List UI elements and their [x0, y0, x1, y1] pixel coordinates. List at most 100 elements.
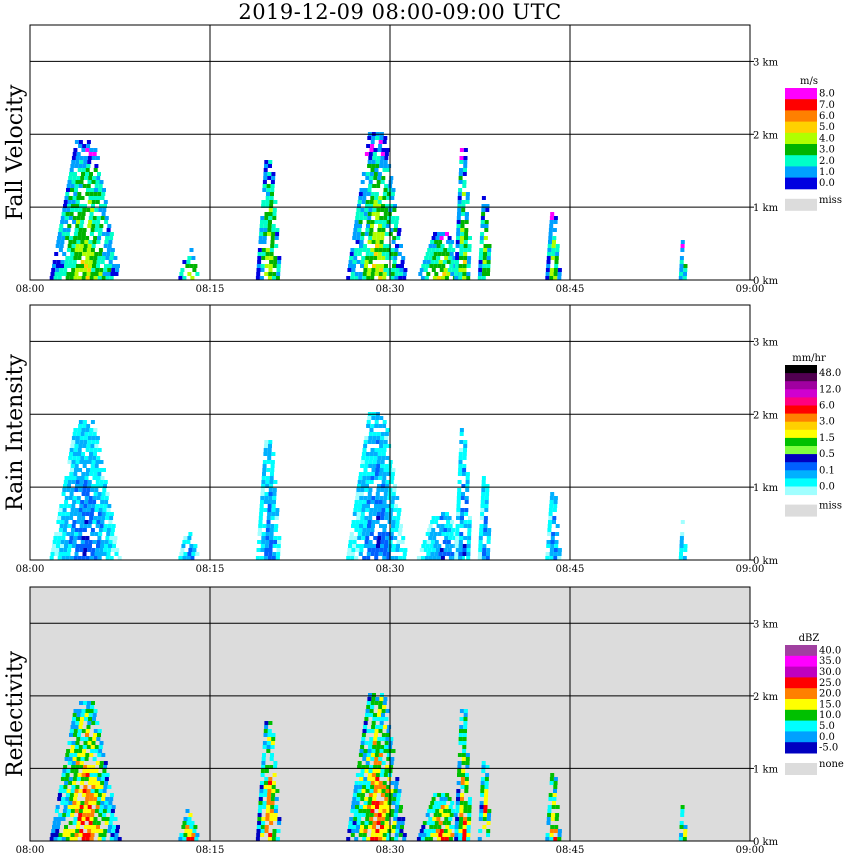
echo-cell: [94, 208, 99, 212]
echo-cell: [79, 180, 84, 184]
echo-cell: [195, 833, 200, 837]
echo-cell: [364, 488, 369, 492]
echo-cell: [367, 805, 371, 809]
echo-cell: [431, 528, 436, 532]
echo-cell: [94, 745, 99, 749]
echo-cell: [375, 416, 380, 420]
echo-cell: [429, 825, 434, 829]
echo-cell: [90, 228, 95, 232]
echo-cell: [446, 821, 451, 825]
echo-cell: [81, 492, 86, 496]
echo-cell: [368, 745, 373, 749]
echo-cell: [74, 528, 79, 532]
echo-cell: [72, 152, 77, 156]
echo-cell: [379, 468, 384, 472]
echo-cell: [256, 264, 261, 268]
echo-cell: [380, 232, 385, 236]
echo-cell: [375, 725, 380, 729]
echo-cell: [71, 460, 76, 464]
echo-cell: [268, 272, 273, 276]
echo-cell: [388, 232, 393, 236]
echo-cell: [364, 797, 369, 801]
echo-cell: [368, 232, 373, 236]
echo-cell: [460, 220, 465, 224]
echo-cell: [351, 268, 356, 272]
echo-cell: [80, 476, 85, 480]
echo-cell: [83, 156, 88, 160]
colorbar-missing-swatch: [785, 198, 817, 211]
echo-cell: [78, 420, 83, 424]
echo-cell: [379, 805, 383, 809]
echo-cell: [82, 164, 87, 168]
echo-cell: [375, 160, 380, 164]
echo-cell: [385, 789, 390, 793]
echo-cell: [266, 516, 271, 520]
echo-cell: [461, 761, 466, 765]
echo-cell: [89, 448, 94, 452]
echo-cell: [66, 552, 71, 556]
colorbar-swatch: [785, 373, 817, 382]
echo-cell: [358, 500, 363, 504]
echo-cell: [85, 797, 90, 801]
colorbar-label: 5.0: [819, 122, 835, 133]
echo-cell: [92, 196, 97, 200]
echo-cell: [557, 272, 562, 276]
echo-cell: [392, 488, 397, 492]
echo-cell: [479, 516, 484, 520]
colorbar-swatch: [785, 132, 817, 145]
echo-cell: [381, 817, 386, 821]
echo-cell: [375, 492, 380, 496]
echo-cell: [377, 709, 382, 713]
echo-cell: [92, 220, 97, 224]
echo-cell: [385, 484, 389, 488]
echo-cell: [78, 745, 83, 749]
echo-cell: [60, 220, 65, 224]
echo-cell: [102, 208, 107, 212]
echo-cell: [79, 460, 84, 464]
echo-cell: [51, 548, 56, 552]
echo-cell: [96, 520, 101, 524]
echo-cell: [117, 837, 122, 841]
echo-cell: [190, 276, 195, 280]
echo-cell: [380, 464, 385, 468]
echo-cell: [397, 789, 402, 793]
echo-cell: [545, 556, 550, 560]
echo-cell: [88, 432, 93, 436]
echo-cell: [384, 184, 389, 188]
echo-cell: [462, 544, 467, 548]
echo-cell: [373, 200, 378, 204]
echo-cell: [460, 508, 465, 512]
echo-cell: [457, 212, 461, 216]
echo-cell: [448, 536, 453, 540]
echo-cell: [107, 524, 112, 528]
echo-cell: [360, 825, 364, 829]
echo-cell: [679, 536, 684, 540]
echo-cell: [65, 516, 70, 520]
echo-cell: [74, 789, 79, 793]
echo-cell: [272, 488, 277, 492]
echo-cell: [273, 809, 278, 813]
echo-cell: [72, 717, 76, 721]
echo-cell: [366, 556, 371, 560]
echo-cell: [81, 212, 86, 216]
echo-cell: [457, 492, 461, 496]
echo-cell: [186, 556, 191, 560]
echo-cell: [461, 757, 466, 761]
echo-cell: [68, 801, 73, 805]
echo-cell: [89, 276, 94, 280]
echo-cell: [428, 817, 433, 821]
echo-cell: [91, 829, 96, 833]
echo-cell: [371, 440, 376, 444]
echo-cell: [62, 789, 67, 793]
echo-cell: [77, 536, 82, 540]
echo-cell: [430, 520, 435, 524]
echo-cell: [102, 809, 107, 813]
colorbar-label: 15.0: [819, 699, 841, 710]
echo-cell: [90, 508, 95, 512]
echo-cell: [389, 256, 394, 260]
echo-cell: [446, 260, 451, 264]
echo-cell: [372, 156, 377, 160]
echo-cell: [548, 516, 553, 520]
echo-cell: [68, 216, 73, 220]
echo-cell: [64, 500, 69, 504]
